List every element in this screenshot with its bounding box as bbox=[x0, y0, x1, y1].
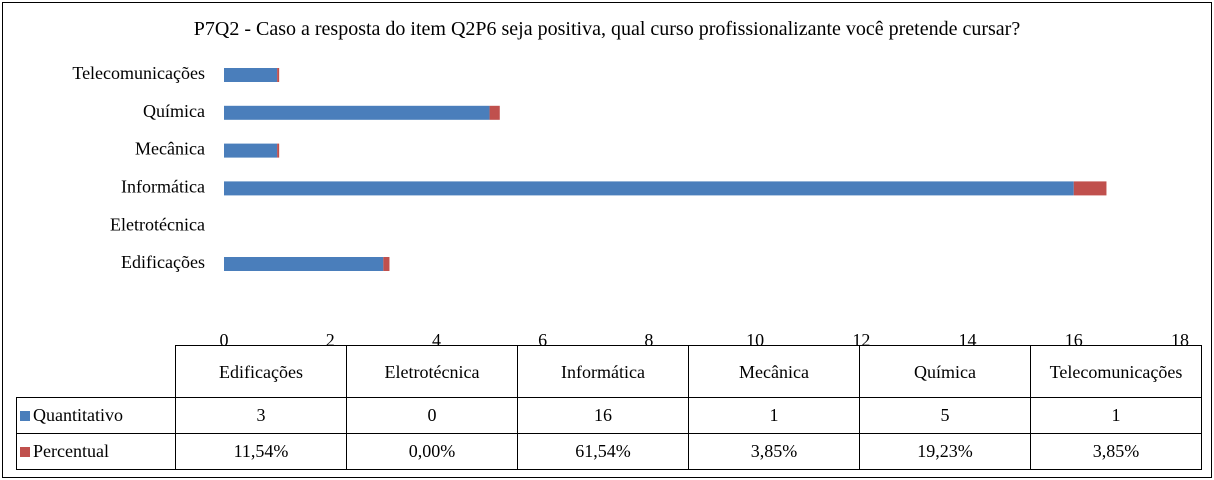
legend-entry: Quantitativo bbox=[16, 397, 176, 434]
table-cell: 0,00% bbox=[346, 433, 518, 470]
x-tick-label: 8 bbox=[644, 330, 653, 350]
table-cell: 11,54% bbox=[175, 433, 347, 470]
legend-label: Percentual bbox=[33, 441, 109, 461]
x-tick-label: 6 bbox=[538, 330, 547, 350]
table-header: Química bbox=[859, 345, 1031, 398]
bar bbox=[1073, 181, 1107, 196]
table-header: Mecânica bbox=[688, 345, 860, 398]
table-cell: 3,85% bbox=[1030, 433, 1202, 470]
table-cell: 1 bbox=[688, 397, 860, 434]
table-cell: 61,54% bbox=[517, 433, 689, 470]
y-tick-label: Edificações bbox=[121, 252, 205, 272]
x-tick-label: 4 bbox=[432, 330, 441, 350]
bar bbox=[224, 105, 490, 120]
legend-key bbox=[20, 411, 30, 421]
legend-label: Quantitativo bbox=[33, 405, 123, 425]
bar bbox=[277, 68, 280, 82]
table-row: Quantitativo 3 0 16 1 5 1 bbox=[16, 397, 1202, 434]
table-cell: 3,85% bbox=[688, 433, 860, 470]
table-cell: 3 bbox=[175, 397, 347, 434]
bar bbox=[489, 105, 500, 120]
chart-title: P7Q2 - Caso a resposta do item Q2P6 seja… bbox=[193, 18, 1021, 40]
table-header-row: Edificações Eletrotécnica Informática Mecân… bbox=[17, 345, 1202, 398]
x-tick-label: 2 bbox=[326, 330, 335, 350]
legend-key bbox=[20, 447, 30, 457]
y-tick-label: Telecomunicações bbox=[72, 63, 205, 83]
y-tick-label: Eletrotécnica bbox=[110, 214, 205, 234]
table-header: Edificações bbox=[175, 345, 347, 398]
bar bbox=[383, 257, 390, 271]
y-tick-label: Informática bbox=[121, 177, 205, 197]
table-cell: 1 bbox=[1030, 397, 1202, 434]
table-cell: 0 bbox=[346, 397, 518, 434]
table-row: Percentual 11,54% 0,00% 61,54% 3,85% 19,23% 3,… bbox=[16, 433, 1202, 470]
y-tick-label: Mecânica bbox=[135, 139, 205, 159]
table-cell: 5 bbox=[859, 397, 1031, 434]
data-table: Edificações Eletrotécnica Informática Mecân… bbox=[16, 345, 1202, 470]
blank-cell bbox=[17, 346, 176, 398]
table-cell: 19,23% bbox=[859, 433, 1031, 470]
bar bbox=[224, 257, 384, 271]
table-header: Informática bbox=[517, 345, 689, 398]
x-tick-label: 0 bbox=[220, 330, 229, 350]
table-cell: 16 bbox=[517, 397, 689, 434]
bar bbox=[224, 68, 278, 82]
bar bbox=[224, 143, 278, 158]
table-header: Eletrotécnica bbox=[346, 345, 518, 398]
bar bbox=[224, 181, 1074, 196]
legend-entry: Percentual bbox=[16, 433, 176, 470]
y-tick-label: Química bbox=[143, 101, 205, 121]
bar bbox=[277, 143, 280, 158]
table-header: Telecomunicações bbox=[1030, 345, 1202, 398]
